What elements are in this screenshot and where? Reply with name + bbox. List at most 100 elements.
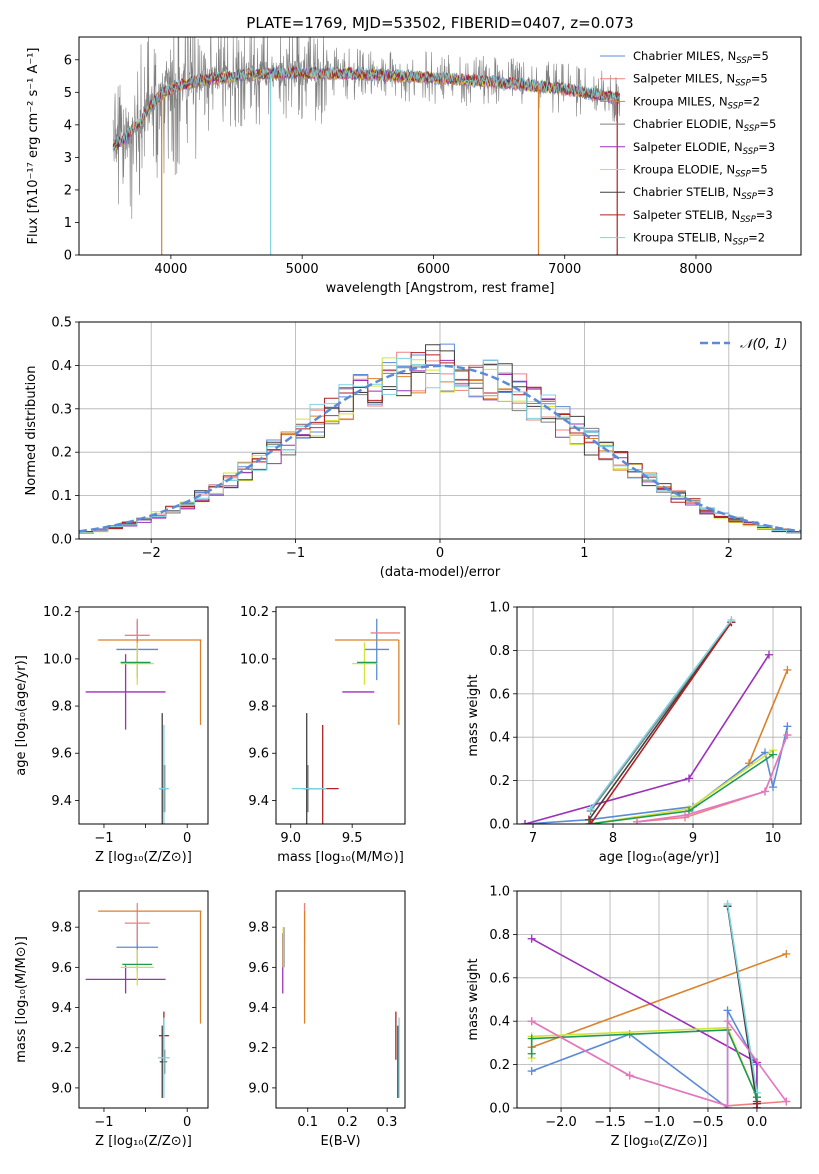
error-bar-point (364, 618, 390, 681)
plus-marker (521, 820, 529, 824)
legend-sub: SSP (735, 170, 751, 180)
x-tick-label: 4000 (154, 262, 187, 277)
plus-marker (527, 1034, 536, 1043)
y-axis-label: mass weight (466, 674, 481, 756)
y-tick-label: 9.0 (51, 1081, 72, 1096)
age_vs_Z-axes: −1 0 9.4 9.6 9.8 10.0 10.2 Z [log₁₀(Z/Z⊙)] age [… (14, 605, 192, 865)
x-axis-label: age [log₁₀(age/yr)] (599, 850, 720, 865)
weight_vs_Z-frame (516, 890, 802, 1109)
legend-sub: SSP (740, 215, 756, 225)
age_vs_mass-frame (275, 606, 406, 825)
model-spectrum-line (113, 65, 620, 151)
x-tick-label: 9 (689, 831, 697, 846)
y-tick-label: 0.6 (489, 971, 510, 986)
x-axis-label: (data-model)/error (380, 565, 501, 580)
weight_vs_age-plot-area (521, 616, 792, 824)
x-tick-label: −1.5 (594, 1115, 626, 1130)
legend-suffix: =5 (751, 163, 768, 177)
x-tick-label: 0.2 (337, 1115, 358, 1130)
x-tick-label: −2.0 (545, 1115, 577, 1130)
legend-suffix: =3 (758, 140, 775, 154)
y-tick-label: 0.2 (489, 1058, 510, 1073)
legend-name: Kroupa STELIB, N (633, 231, 733, 245)
error-bar-point (85, 965, 166, 994)
plus-marker (681, 811, 689, 820)
x-tick-label: 2 (725, 546, 733, 561)
x-tick-label: 0 (183, 1115, 191, 1130)
legend-sub: SSP (743, 147, 759, 157)
legend-sub: SSP (736, 56, 752, 66)
legend-entry: Chabrier STELIB, NSSP=3 (633, 185, 774, 202)
y-tick-label: 0.0 (51, 533, 72, 548)
y-axis-label: mass [log₁₀(M/M⊙)] (14, 936, 29, 1063)
x-axis-label: Z [log₁₀(Z/Z⊙)] (95, 850, 192, 865)
mass-weight-line (524, 726, 789, 824)
y-axis-label: Normed distribution (24, 366, 39, 496)
error-bar-point (120, 949, 154, 986)
plus-marker (769, 783, 777, 792)
plus-marker (782, 1097, 791, 1106)
x-tick-label: −1 (94, 831, 113, 846)
x-axis-label: Z [log₁₀(Z/Z⊙)] (95, 1134, 192, 1149)
x-axis-label: E(B-V) (320, 1134, 360, 1149)
y-tick-label: 9.8 (51, 700, 72, 715)
y-tick-label: 9.8 (51, 921, 72, 936)
y-tick-label: 0.4 (489, 731, 510, 746)
mass-weight-line (636, 734, 789, 823)
figure-title: PLATE=1769, MJD=53502, FIBERID=0407, z=0… (246, 14, 633, 32)
y-tick-label: 3 (64, 151, 72, 166)
y-tick-label: 10.0 (43, 652, 72, 667)
plus-marker (783, 665, 792, 674)
legend-entry: Kroupa MILES, NSSP=2 (633, 94, 760, 111)
x-tick-label: 0.0 (747, 1115, 768, 1130)
error-bar-point (158, 724, 169, 824)
residuals-plot-area (79, 343, 801, 536)
y-tick-label: 0.4 (51, 359, 72, 374)
weight_vs_Z-axes: −2.0 −1.5 −1.0 −0.5 0.0 0.0 0.2 0.4 0.6 0.8 1.0 Z [… (466, 885, 801, 1149)
y-tick-label: 10.0 (240, 652, 269, 667)
legend-name: Chabrier ELODIE, N (633, 117, 744, 131)
mass-weight-line (726, 903, 758, 1093)
legend-name: Salpeter STELIB, N (633, 208, 740, 222)
weight_vs_Z-plot-area (527, 900, 791, 1108)
x-tick-label: −1 (286, 546, 305, 561)
spectrum-axes: 4000 5000 6000 7000 8000 0 1 2 3 4 5 6 wavelength [A… (26, 48, 713, 297)
y-tick-label: 9.2 (51, 1041, 72, 1056)
x-tick-label: 0.1 (297, 1115, 318, 1130)
plus-marker (527, 1049, 536, 1058)
x-tick-label: 10 (765, 831, 782, 846)
plus-marker (769, 750, 777, 759)
mass_vs_ebv-axes: 0.1 0.2 0.3 9.0 9.2 9.4 9.6 9.8 E(B-V) (248, 921, 397, 1149)
legend-sub: SSP (728, 101, 744, 111)
plus-marker (685, 774, 693, 783)
y-tick-label: 9.4 (51, 794, 72, 809)
mass-weight-line (531, 1010, 758, 1108)
mass_vs_Z-axes: −1 0 9.0 9.2 9.4 9.6 9.8 Z [log₁₀(Z/Z⊙)] mass [l… (14, 921, 192, 1149)
y-tick-label: 1.0 (489, 885, 510, 900)
y-tick-label: 6 (64, 53, 72, 68)
legend-entry: Salpeter ELODIE, NSSP=3 (633, 140, 775, 157)
legend-name: Salpeter MILES, N (633, 72, 735, 86)
y-tick-label: 1 (64, 216, 72, 231)
mass_vs_Z-frame (78, 890, 209, 1109)
age_vs_Z-plot-area (85, 618, 202, 824)
age_vs_mass-axes: 9.0 9.5 9.4 9.6 9.8 10.0 10.2 mass [log₁₀(M/M⊙)… (240, 605, 404, 865)
x-axis-label: Z [log₁₀(Z/Z⊙)] (611, 1134, 708, 1149)
y-axis-label: mass weight (466, 958, 481, 1040)
legend-name: Kroupa MILES, N (633, 94, 728, 108)
x-tick-label: −2 (142, 546, 161, 561)
y-tick-label: 0.2 (489, 774, 510, 789)
y-tick-label: 0.2 (51, 446, 72, 461)
plus-marker (783, 731, 792, 740)
y-tick-label: 0 (64, 249, 72, 264)
y-tick-label: 9.8 (248, 921, 269, 936)
legend-suffix: =3 (757, 185, 774, 199)
legend-sub: SSP (735, 79, 751, 89)
mass-weight-line (588, 753, 774, 824)
legend-name: Chabrier MILES, N (633, 49, 736, 63)
plus-marker (723, 900, 732, 909)
plus-marker (527, 1067, 536, 1076)
